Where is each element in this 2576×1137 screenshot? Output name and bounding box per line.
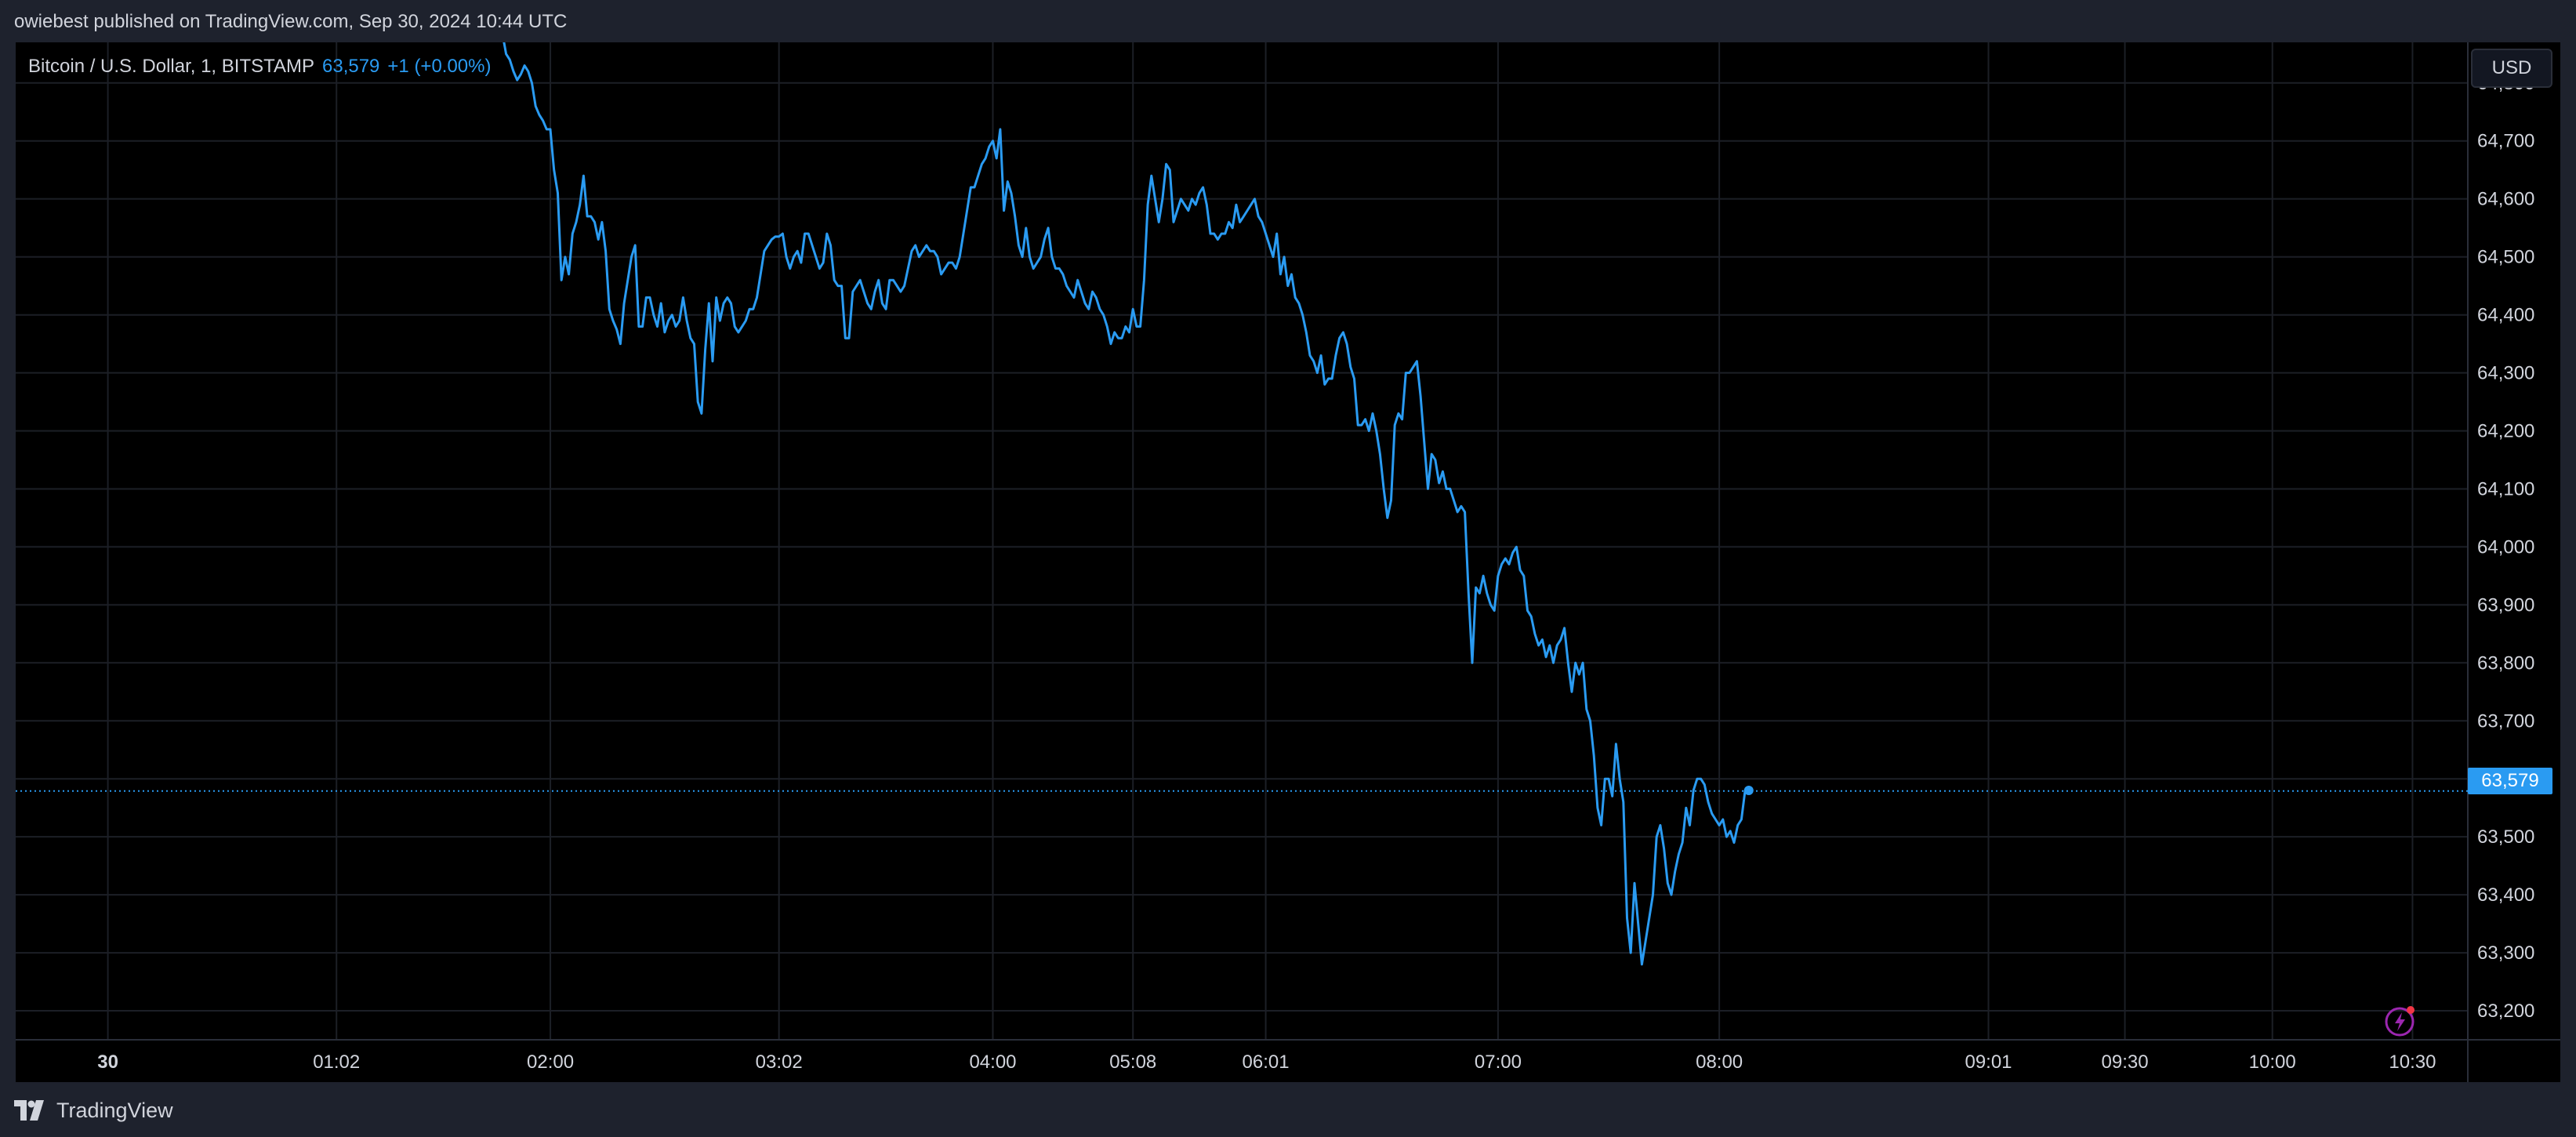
x-tick-label: 05:08 [1109,1052,1156,1073]
x-tick-label: 08:00 [1696,1052,1743,1073]
y-tick-label: 64,400 [2477,305,2534,326]
y-tick-label: 64,200 [2477,420,2534,441]
y-tick-label: 63,400 [2477,885,2534,906]
y-tick-label: 63,300 [2477,943,2534,964]
y-tick-label: 63,200 [2477,1001,2534,1022]
published-info: owiebest published on TradingView.com, S… [14,11,568,32]
axes [16,42,2560,1082]
x-tick-label: 09:30 [2102,1052,2149,1073]
y-tick-label: 63,700 [2477,710,2534,732]
x-tick-label: 04:00 [969,1052,1016,1073]
x-tick-label: 30 [97,1052,118,1073]
y-tick-label: 64,500 [2477,247,2534,268]
x-axis-labels: 30 01:02 02:00 03:02 04:00 05:08 06:01 07:00 08:… [97,1052,2436,1073]
y-tick-label: 64,000 [2477,536,2534,558]
y-tick-label: 64,300 [2477,363,2534,384]
grid [16,42,2468,1040]
tradingview-logo-icon [14,1100,44,1121]
x-tick-label: 09:01 [1965,1052,2012,1073]
price-line [503,42,1749,966]
price-change: +1 (+0.00%) [387,56,492,77]
flash-icon[interactable] [2383,1002,2419,1038]
x-tick-label: 07:00 [1475,1052,1522,1073]
currency-button[interactable]: USD [2471,49,2552,88]
brand-logo[interactable]: TradingView [14,1095,173,1126]
footer-bar [0,1082,2576,1137]
brand-name: TradingView [56,1098,173,1122]
y-axis-labels: 63,20063,30063,40063,50063,60063,70063,8… [2477,73,2534,1022]
y-tick-label: 63,900 [2477,594,2534,616]
x-tick-label: 03:02 [756,1052,803,1073]
price-series [16,42,2468,966]
price-chart[interactable]: 63,20063,30063,40063,50063,60063,70063,8… [16,42,2560,1082]
x-tick-label: 10:30 [2389,1052,2436,1073]
last-price-tag: 63,579 [2468,768,2552,794]
chart-area[interactable]: 63,20063,30063,40063,50063,60063,70063,8… [16,42,2560,1082]
y-tick-label: 64,600 [2477,189,2534,210]
y-tick-label: 64,700 [2477,131,2534,152]
top-bar: owiebest published on TradingView.com, S… [0,0,2576,42]
x-tick-label: 10:00 [2249,1052,2296,1073]
symbol-legend[interactable]: Bitcoin / U.S. Dollar, 1, BITSTAMP 63,579… [28,55,492,78]
x-tick-label: 01:02 [313,1052,360,1073]
last-point [1743,786,1754,795]
symbol-name: Bitcoin / U.S. Dollar, 1, BITSTAMP [28,56,314,77]
x-tick-label: 02:00 [527,1052,574,1073]
x-tick-label: 06:01 [1243,1052,1290,1073]
y-tick-label: 63,800 [2477,652,2534,674]
last-price: 63,579 [322,56,380,77]
y-tick-label: 63,500 [2477,826,2534,848]
y-tick-label: 64,100 [2477,478,2534,499]
